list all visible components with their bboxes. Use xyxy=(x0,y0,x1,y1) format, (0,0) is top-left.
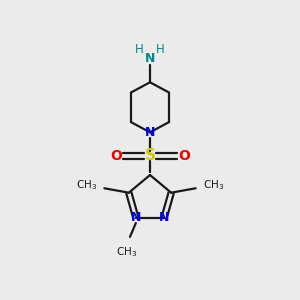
Text: H: H xyxy=(135,43,144,56)
Text: CH$_3$: CH$_3$ xyxy=(203,178,224,192)
Text: N: N xyxy=(145,126,155,139)
Text: H: H xyxy=(156,43,165,56)
Text: S: S xyxy=(145,148,155,164)
Text: O: O xyxy=(178,149,190,163)
Text: N: N xyxy=(145,52,155,64)
Text: CH$_3$: CH$_3$ xyxy=(76,178,97,192)
Text: O: O xyxy=(110,149,122,163)
Text: N: N xyxy=(131,211,141,224)
Text: CH$_3$: CH$_3$ xyxy=(116,245,137,259)
Text: N: N xyxy=(159,211,169,224)
